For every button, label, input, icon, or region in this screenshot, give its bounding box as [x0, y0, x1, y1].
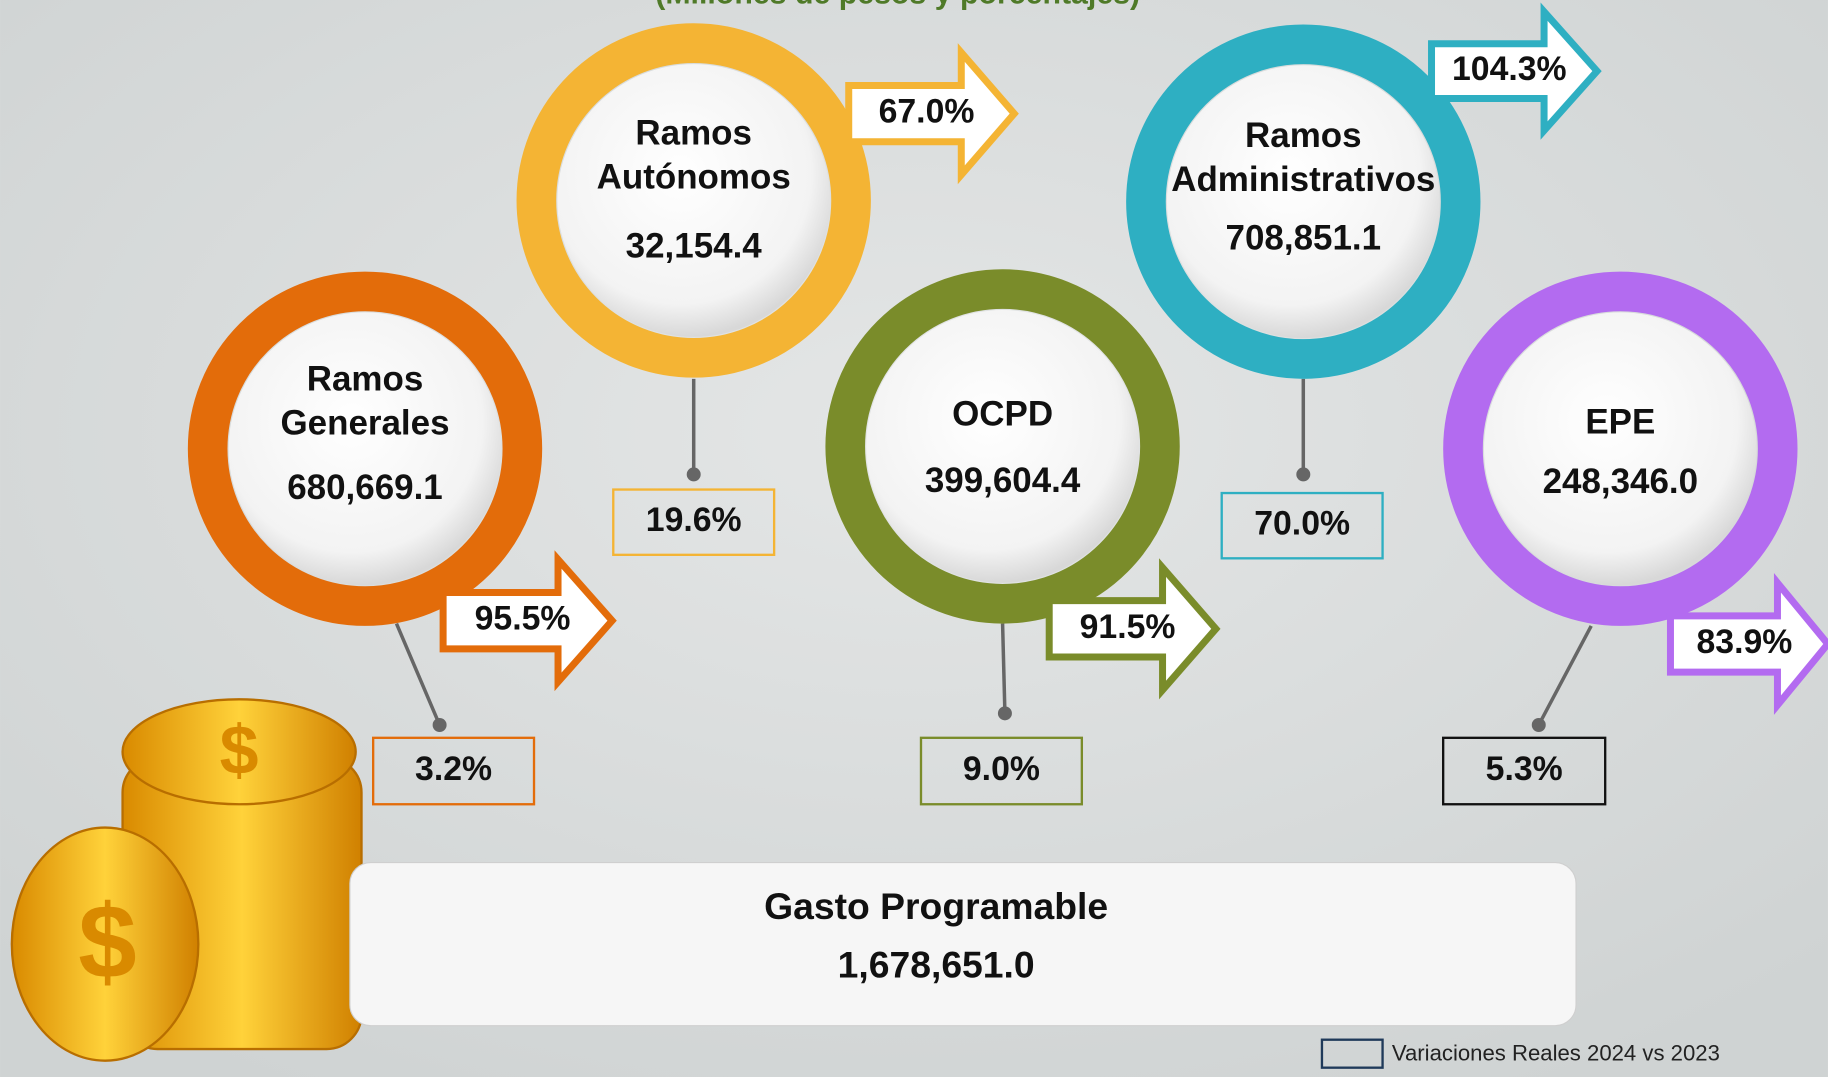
svg-text:$: $ [220, 711, 259, 789]
connector-dot [687, 467, 701, 481]
item-amount: 248,346.0 [1543, 462, 1698, 501]
item-name: EPE [1585, 403, 1655, 442]
item-name: Ramos [307, 359, 424, 398]
connector-dot [1532, 718, 1546, 732]
ring-inner [229, 312, 502, 585]
ring-inner [1167, 65, 1440, 338]
ring-inner [557, 64, 830, 337]
share: 3.2% [415, 750, 492, 788]
item-amount: 680,669.1 [287, 468, 443, 507]
connector [1003, 624, 1005, 714]
legend-text: Variaciones Reales 2024 vs 2023 [1392, 1041, 1720, 1066]
item-name: Administrativos [1171, 160, 1435, 199]
svg-text:$: $ [78, 884, 136, 1001]
total-value: 1,678,651.0 [838, 943, 1035, 985]
real-variation: 104.3% [1452, 50, 1567, 88]
share: 9.0% [963, 750, 1040, 788]
item-name: OCPD [952, 394, 1053, 433]
connector-dot [998, 706, 1012, 720]
item-amount: 708,851.1 [1226, 218, 1382, 257]
real-variation: 91.5% [1080, 608, 1176, 646]
real-variation: 67.0% [879, 93, 975, 131]
total-label: Gasto Programable [764, 885, 1108, 927]
connector-dot [433, 718, 447, 732]
subtitle: (Millones de pesos y porcentajes) [655, 0, 1140, 10]
real-variation: 83.9% [1696, 623, 1792, 661]
ring-inner [866, 310, 1139, 583]
page: (Millones de pesos y porcentajes) $ $ Ga… [0, 0, 1828, 1077]
infographic: (Millones de pesos y porcentajes) $ $ Ga… [0, 0, 1828, 1077]
share: 19.6% [646, 501, 742, 539]
real-variation: 95.5% [475, 600, 571, 638]
item-amount: 32,154.4 [626, 227, 763, 266]
item-name: Autónomos [597, 158, 791, 197]
item-name: Ramos [635, 113, 752, 152]
item-name: Ramos [1245, 116, 1362, 155]
connector-dot [1296, 467, 1310, 481]
item-name: Generales [280, 404, 449, 443]
item-amount: 399,604.4 [925, 461, 1081, 500]
share: 5.3% [1486, 750, 1563, 788]
ring-inner [1484, 312, 1757, 585]
share: 70.0% [1254, 505, 1350, 543]
